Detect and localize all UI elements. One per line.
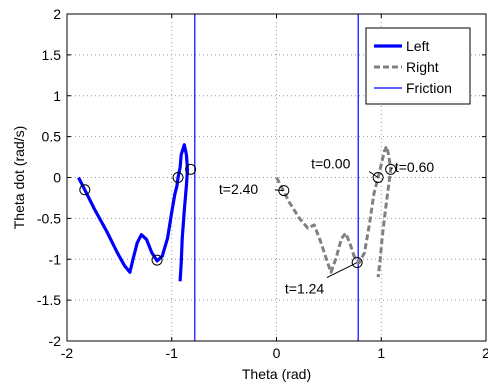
- marker-right: [385, 163, 397, 175]
- y-tick-label: 1.5: [42, 47, 62, 63]
- y-axis-label: Theta dot (rad/s): [11, 126, 27, 230]
- annotation-label: t=0.00: [311, 156, 351, 172]
- y-tick-label: 0: [53, 170, 61, 186]
- series-right-line: [275, 144, 393, 278]
- series-left-line: [77, 143, 190, 282]
- x-tick-label: 0: [273, 345, 281, 361]
- y-tick-label: 1: [53, 88, 61, 104]
- friction-lines: [194, 14, 359, 341]
- legend: Left Right Friction: [365, 27, 471, 105]
- marker-left: [79, 184, 91, 196]
- y-tick-label: -2: [49, 333, 62, 349]
- annotation-label: t=2.40: [219, 181, 259, 197]
- annotation-leader: [390, 167, 394, 170]
- y-tick-label: -0.5: [37, 210, 61, 226]
- markers-group: [79, 163, 397, 269]
- ticks-group: -2 -1 0 1 2 -2 -1.5 -1 -0.5 0 0.5 1 1.5 2: [37, 6, 488, 361]
- x-axis-label: Theta (rad): [242, 366, 311, 382]
- marker-left: [185, 163, 197, 175]
- marker-left: [172, 172, 184, 183]
- y-tick-label: 2: [53, 6, 61, 22]
- annotation-leader: [274, 189, 284, 192]
- annotation-label: t=0.60: [395, 159, 435, 175]
- x-tick-label: 1: [377, 345, 385, 361]
- annotation-label: t=1.24: [285, 281, 325, 297]
- x-tick-label: 2: [482, 345, 488, 361]
- annotation-leader: [368, 171, 379, 178]
- marker-right: [372, 172, 384, 183]
- x-tick-label: -1: [166, 345, 179, 361]
- legend-label-right: Right: [406, 59, 439, 75]
- y-tick-label: 0.5: [42, 129, 62, 145]
- annotation-leader: [326, 262, 358, 279]
- x-tick-label: -2: [61, 345, 74, 361]
- series-group: [77, 143, 393, 282]
- legend-label-left: Left: [406, 38, 429, 54]
- y-tick-label: -1: [49, 251, 62, 267]
- annotations-group: t=0.00 t=0.60 t=2.40 t=1.24: [219, 156, 435, 297]
- legend-label-friction: Friction: [406, 80, 452, 96]
- marker-right: [351, 257, 363, 269]
- y-tick-label: -1.5: [37, 292, 61, 308]
- grid: [67, 14, 486, 341]
- marker-left: [151, 254, 163, 266]
